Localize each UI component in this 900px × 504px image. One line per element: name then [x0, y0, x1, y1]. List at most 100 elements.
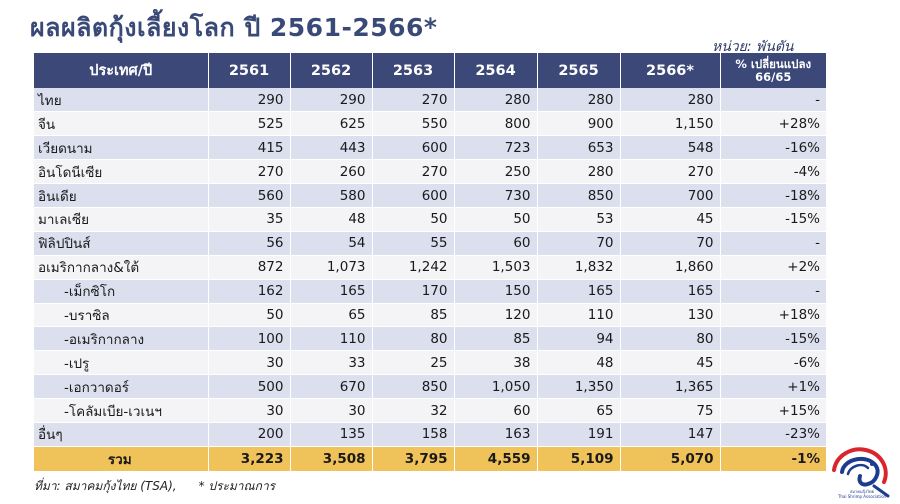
table-row: มาเลเซีย 35 48 50 50 53 45 -15%	[34, 207, 826, 232]
row-value-cell: 1,050	[454, 374, 538, 400]
row-value-cell: 162	[208, 279, 291, 304]
row-change-cell: +2%	[720, 255, 826, 280]
row-value-cell: 32	[372, 398, 455, 423]
table-row: -เปรู 30 33 25 38 48 45 -6%	[34, 350, 826, 376]
row-value-cell: 600	[372, 135, 455, 161]
row-country-name: จีน	[34, 111, 209, 137]
row-value-cell: 270	[372, 159, 455, 185]
row-value-cell: 1,503	[454, 255, 538, 280]
row-value-cell: 135	[290, 422, 373, 447]
total-value-cell: 3,795	[372, 446, 455, 472]
row-value-cell: 45	[620, 350, 721, 376]
row-country-name: ไทย	[34, 88, 209, 113]
page-title: ผลผลิตกุ้งเลี้ยงโลก ปี 2561-2566*	[30, 13, 438, 42]
row-value-cell: 50	[372, 207, 455, 232]
row-value-cell: 60	[454, 231, 538, 256]
row-value-cell: 730	[454, 183, 538, 208]
unit-label: หน่วย: พันตัน	[712, 39, 794, 55]
row-value-cell: 30	[290, 398, 373, 423]
row-country-name: -เอกวาดอร์	[34, 374, 209, 400]
row-value-cell: 1,073	[290, 255, 373, 280]
row-change-cell: -	[720, 279, 826, 304]
row-value-cell: 94	[537, 326, 621, 352]
row-change-cell: -23%	[720, 422, 826, 447]
row-value-cell: 700	[620, 183, 721, 208]
row-value-cell: 60	[454, 398, 538, 423]
row-change-cell: -	[720, 88, 826, 113]
row-change-cell: +18%	[720, 303, 826, 328]
row-value-cell: 48	[290, 207, 373, 232]
row-value-cell: 50	[454, 207, 538, 232]
header-2566: 2566*	[620, 53, 721, 88]
table-row: -เอกวาดอร์ 500 670 850 1,050 1,350 1,365 +1%	[34, 374, 826, 400]
row-value-cell: 1,350	[537, 374, 621, 400]
row-value-cell: 130	[620, 303, 721, 328]
row-change-cell: -	[720, 231, 826, 256]
row-value-cell: 270	[620, 159, 721, 185]
row-country-name: -เปรู	[34, 350, 209, 376]
row-value-cell: 415	[208, 135, 291, 161]
row-value-cell: 270	[372, 88, 455, 113]
row-country-name: -บราซิล	[34, 303, 209, 328]
table-row: อื่นๆ 200 135 158 163 191 147 -23%	[34, 422, 826, 447]
row-value-cell: 1,860	[620, 255, 721, 280]
table-row: เวียดนาม 415 443 600 723 653 548 -16%	[34, 135, 826, 161]
row-value-cell: 270	[208, 159, 291, 185]
row-country-name: เวียดนาม	[34, 135, 209, 161]
row-value-cell: 35	[208, 207, 291, 232]
table-body: ไทย 290 290 270 280 280 280- จีน 525 625 550 800 900…	[34, 88, 826, 472]
row-value-cell: 900	[537, 111, 621, 137]
row-value-cell: 110	[537, 303, 621, 328]
row-value-cell: 165	[620, 279, 721, 304]
row-value-cell: 38	[454, 350, 538, 376]
table-row: -โคลัมเบีย-เวเนฯ 30 30 32 60 65 75 +15%	[34, 398, 826, 423]
row-value-cell: 165	[537, 279, 621, 304]
total-value-cell: 3,223	[208, 446, 291, 472]
estimate-note: * ประมาณการ	[198, 479, 276, 493]
row-value-cell: 1,242	[372, 255, 455, 280]
row-value-cell: 85	[372, 303, 455, 328]
row-change-cell: +15%	[720, 398, 826, 423]
table-row: อินโดนีเซีย 270 260 270 250 280 270 -4%	[34, 159, 826, 185]
header-2563: 2563	[372, 53, 455, 88]
row-country-name: -เม็กซิโก	[34, 279, 209, 304]
row-change-cell: -16%	[720, 135, 826, 161]
row-value-cell: 30	[208, 398, 291, 423]
row-value-cell: 50	[208, 303, 291, 328]
row-value-cell: 550	[372, 111, 455, 137]
table-row: -เม็กซิโก 162 165 170 150 165 165-	[34, 279, 826, 304]
row-value-cell: 200	[208, 422, 291, 447]
row-value-cell: 150	[454, 279, 538, 304]
row-value-cell: 600	[372, 183, 455, 208]
row-value-cell: 100	[208, 326, 291, 352]
row-value-cell: 260	[290, 159, 373, 185]
row-value-cell: 670	[290, 374, 373, 400]
row-value-cell: 170	[372, 279, 455, 304]
table-row: ไทย 290 290 270 280 280 280-	[34, 88, 826, 113]
row-value-cell: 33	[290, 350, 373, 376]
table-row: -อเมริกากลาง 100 110 80 85 94 80 -15%	[34, 326, 826, 352]
row-value-cell: 80	[372, 326, 455, 352]
row-value-cell: 850	[537, 183, 621, 208]
source-text: ที่มา: สมาคมกุ้งไทย (TSA),	[34, 479, 177, 493]
row-value-cell: 165	[290, 279, 373, 304]
total-value-cell: 3,508	[290, 446, 373, 472]
row-value-cell: 800	[454, 111, 538, 137]
header-country: ประเทศ/ปี	[34, 53, 209, 88]
row-country-name: อื่นๆ	[34, 422, 209, 447]
row-value-cell: 625	[290, 111, 373, 137]
row-value-cell: 85	[454, 326, 538, 352]
row-country-name: อเมริกากลาง&ใต้	[34, 255, 209, 280]
row-value-cell: 54	[290, 231, 373, 256]
header-change: % เปลี่ยนแปลง 66/65	[720, 53, 826, 88]
row-value-cell: 443	[290, 135, 373, 161]
row-value-cell: 1,150	[620, 111, 721, 137]
row-country-name: อินเดีย	[34, 183, 209, 208]
row-change-cell: +1%	[720, 374, 826, 400]
total-value-cell: 5,109	[537, 446, 621, 472]
row-value-cell: 280	[537, 159, 621, 185]
logo-caption: สมาคมกุ้งไทย Thai Shrimp Association	[837, 489, 887, 499]
header-2561: 2561	[208, 53, 291, 88]
total-row: รวม 3,223 3,508 3,795 4,559 5,109 5,070 -1%	[34, 446, 826, 472]
row-value-cell: 163	[454, 422, 538, 447]
